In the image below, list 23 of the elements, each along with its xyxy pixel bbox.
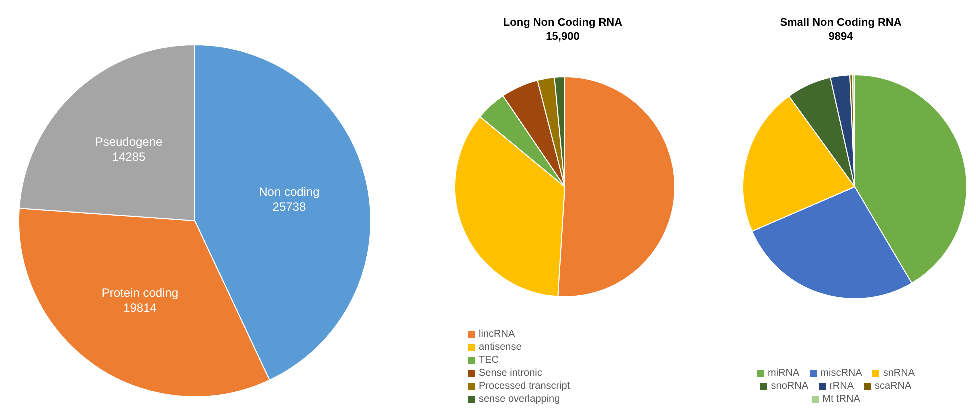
legend-label: Mt tRNA [822,394,860,405]
legend-label: rRNA [830,381,854,392]
legend-label: miRNA [768,368,800,379]
legend-label: Processed transcript [479,381,570,392]
legend-label: TEC [479,355,499,366]
legend-label: Sense intronic [479,368,542,379]
slice-label: Pseudogene [95,135,164,150]
slice-label: Protein coding [102,286,179,300]
legend-label: miscRNA [820,368,862,379]
chart-subtitle: 15,900 [545,30,581,44]
chart-subtitle: 9894 [828,30,854,44]
data-label: 14285 [112,150,146,164]
chart-title: Small Non Coding RNA [779,16,903,30]
legend-label: snRNA [883,368,916,379]
legend-label: scaRNA [875,381,912,392]
data-label: 25738 [272,200,306,214]
legend-label: snoRNA [771,381,809,392]
slice-label: Non coding [259,184,320,199]
chart-title: Long Non Coding RNA [502,16,624,30]
data-label: 19814 [124,300,158,315]
legend-label: sense overlapping [479,394,560,405]
legend-label: lincRNA [479,329,516,340]
legend-label: antisense [479,342,522,353]
